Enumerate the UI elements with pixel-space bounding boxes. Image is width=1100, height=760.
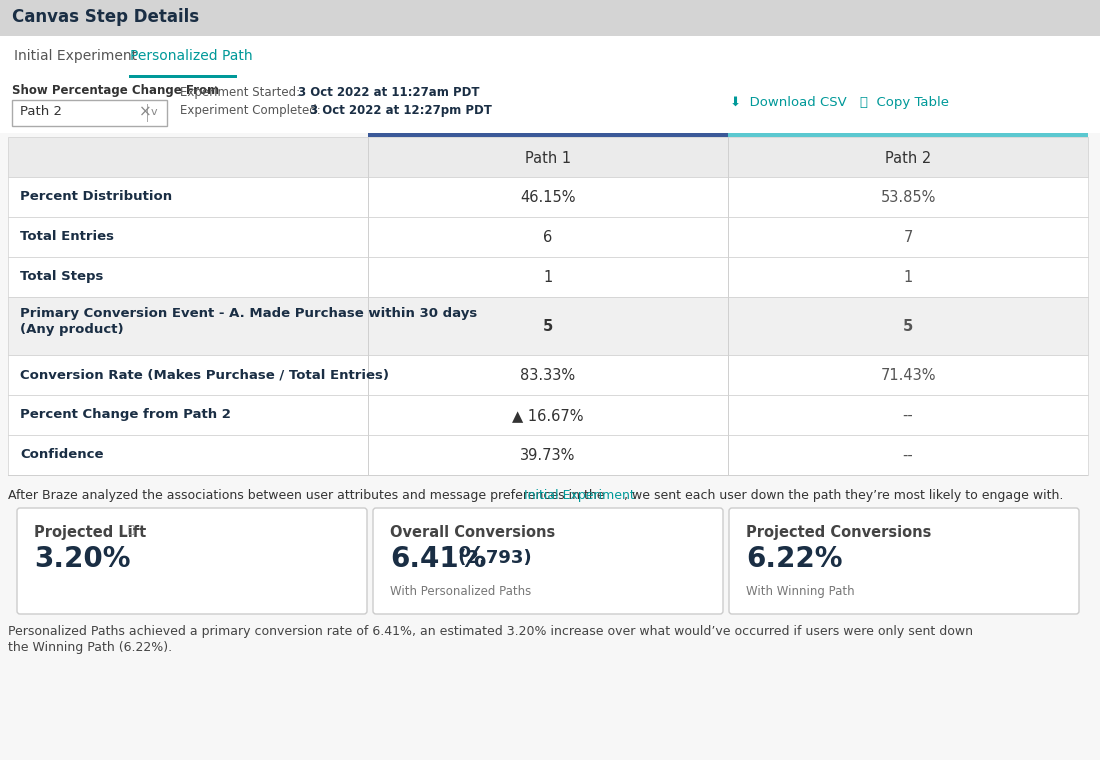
Text: 71.43%: 71.43% (880, 368, 936, 383)
Bar (728, 133, 1088, 137)
Text: Total Steps: Total Steps (20, 270, 103, 283)
Text: 7: 7 (903, 230, 913, 245)
Text: --: -- (903, 408, 913, 423)
Text: 1: 1 (903, 270, 913, 285)
Bar (8, 257, 1088, 297)
Text: --: -- (903, 448, 913, 463)
Text: Total Entries: Total Entries (20, 230, 114, 243)
Text: , we sent each user down the path they’re most likely to engage with.: , we sent each user down the path they’r… (624, 489, 1064, 502)
Text: 3 Oct 2022 at 11:27am PDT: 3 Oct 2022 at 11:27am PDT (298, 86, 480, 99)
Bar (8, 217, 1088, 257)
Text: 1: 1 (543, 270, 552, 285)
Bar (368, 133, 728, 137)
Text: 3.20%: 3.20% (34, 545, 131, 573)
FancyBboxPatch shape (16, 508, 367, 614)
Text: ×: × (139, 105, 152, 120)
Bar (8, 137, 1088, 177)
Bar (0, 78, 1100, 133)
Bar (0, 0, 1100, 36)
Text: Primary Conversion Event - A. Made Purchase within 30 days: Primary Conversion Event - A. Made Purch… (20, 307, 477, 320)
Text: 3 Oct 2022 at 12:27pm PDT: 3 Oct 2022 at 12:27pm PDT (310, 104, 492, 117)
Text: 5: 5 (903, 319, 913, 334)
Text: Initial Experiment: Initial Experiment (524, 489, 635, 502)
Text: ▲ 16.67%: ▲ 16.67% (513, 408, 584, 423)
Text: 6: 6 (543, 230, 552, 245)
Text: Path 1: Path 1 (525, 151, 571, 166)
Text: ⓘ: ⓘ (128, 525, 134, 535)
Text: 39.73%: 39.73% (520, 448, 575, 463)
Text: (Any product): (Any product) (20, 323, 123, 336)
FancyBboxPatch shape (373, 508, 723, 614)
Bar (8, 435, 1088, 475)
Text: Conversion Rate (Makes Purchase / Total Entries): Conversion Rate (Makes Purchase / Total … (20, 368, 389, 381)
Text: ⧉  Copy Table: ⧉ Copy Table (860, 96, 949, 109)
Bar (8, 355, 1088, 395)
Text: Percent Change from Path 2: Percent Change from Path 2 (20, 408, 231, 421)
Text: Confidence: Confidence (20, 448, 103, 461)
Text: Projected Conversions: Projected Conversions (746, 525, 932, 540)
Text: Path 2: Path 2 (884, 151, 931, 166)
Text: Path 2: Path 2 (20, 105, 62, 118)
Bar (8, 177, 1088, 217)
Text: Show Percentage Change From: Show Percentage Change From (12, 84, 219, 97)
Bar (8, 395, 1088, 435)
Text: 83.33%: 83.33% (520, 368, 575, 383)
Text: Canvas Step Details: Canvas Step Details (12, 8, 199, 26)
Bar (8, 297, 1088, 355)
Bar (8, 475, 1088, 476)
Text: v: v (151, 107, 157, 117)
Text: 5: 5 (543, 319, 553, 334)
Bar (12, 100, 167, 126)
Text: 6.22%: 6.22% (746, 545, 843, 573)
Text: Experiment Completed:: Experiment Completed: (180, 104, 324, 117)
Text: With Winning Path: With Winning Path (746, 585, 855, 598)
Bar (129, 75, 236, 78)
Text: 53.85%: 53.85% (880, 190, 936, 205)
Text: 6.41%: 6.41% (390, 545, 486, 573)
Text: Experiment Started:: Experiment Started: (180, 86, 304, 99)
Text: Percent Distribution: Percent Distribution (20, 190, 172, 203)
Text: Personalized Paths achieved a primary conversion rate of 6.41%, an estimated 3.2: Personalized Paths achieved a primary co… (8, 625, 974, 638)
Text: With Personalized Paths: With Personalized Paths (390, 585, 531, 598)
Text: Projected Lift: Projected Lift (34, 525, 146, 540)
Text: After Braze analyzed the associations between user attributes and message prefer: After Braze analyzed the associations be… (8, 489, 608, 502)
Text: 46.15%: 46.15% (520, 190, 575, 205)
Text: Initial Experiment: Initial Experiment (14, 49, 138, 63)
Text: Overall Conversions: Overall Conversions (390, 525, 556, 540)
Text: Personalized Path: Personalized Path (130, 49, 253, 63)
FancyBboxPatch shape (729, 508, 1079, 614)
Text: (2,793): (2,793) (452, 549, 532, 567)
Bar (0, 36, 1100, 78)
Text: the Winning Path (6.22%).: the Winning Path (6.22%). (8, 641, 172, 654)
Text: ⬇  Download CSV: ⬇ Download CSV (730, 96, 847, 109)
